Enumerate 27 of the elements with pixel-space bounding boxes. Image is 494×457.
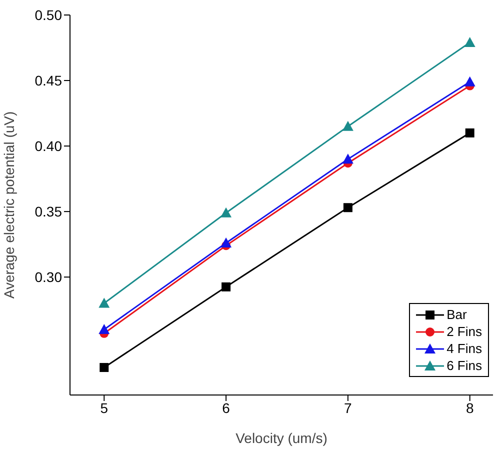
point xyxy=(342,154,354,164)
point xyxy=(220,238,232,248)
y-axis-title: Average electric potential (uV) xyxy=(0,111,17,299)
point xyxy=(464,37,476,48)
x-tick-label: 7 xyxy=(344,400,352,416)
y-tick-label: 0.30 xyxy=(34,269,62,286)
point xyxy=(464,76,476,86)
legend-label: 4 Fins xyxy=(446,340,482,357)
point xyxy=(100,362,109,372)
y-tick-label: 0.40 xyxy=(34,138,62,154)
point xyxy=(98,298,110,308)
point xyxy=(465,128,474,138)
legend-label: 2 Fins xyxy=(446,323,482,340)
point xyxy=(98,324,110,334)
x-axis-title: Velocity (um/s) xyxy=(236,430,328,446)
legend-label: Bar xyxy=(446,306,467,323)
point xyxy=(343,203,352,212)
x-tick-label: 5 xyxy=(100,400,108,416)
point xyxy=(222,282,231,292)
y-tick-label: 0.50 xyxy=(34,6,62,23)
point xyxy=(342,120,354,131)
legend-label: 6 Fins xyxy=(446,357,482,374)
point xyxy=(220,207,232,218)
y-tick-label: 0.35 xyxy=(34,204,62,220)
x-tick-label: 8 xyxy=(466,400,474,416)
x-tick-label: 6 xyxy=(222,400,230,416)
y-tick-label: 0.45 xyxy=(34,72,62,88)
